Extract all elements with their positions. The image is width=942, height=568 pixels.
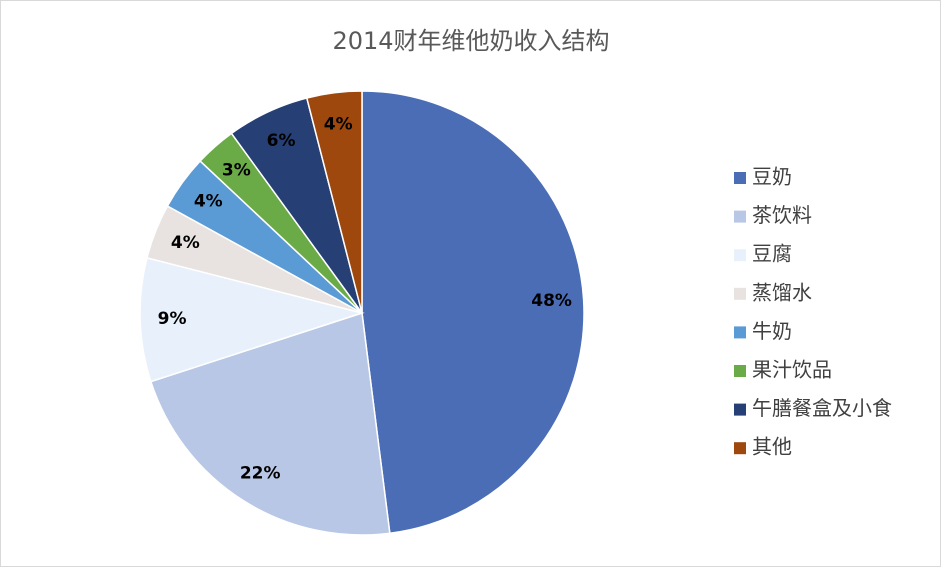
legend-swatch (734, 403, 746, 416)
legend-label: 茶饮料 (752, 203, 812, 227)
data-label: 4% (171, 233, 200, 253)
pie-slice (361, 90, 585, 535)
pie-slice (305, 90, 363, 314)
data-label: 22% (240, 463, 281, 483)
legend-swatch (734, 442, 746, 455)
data-label: 48% (531, 291, 572, 311)
legend-swatch (734, 172, 746, 184)
legend-label: 其他 (752, 435, 792, 459)
data-label: 3% (222, 160, 251, 180)
legend-label: 果汁饮品 (752, 358, 832, 382)
legend-swatch (734, 249, 746, 262)
legend-swatch (734, 326, 746, 339)
legend-swatch (734, 287, 746, 300)
chart-title: 2014财年维他奶收入结构 (332, 27, 609, 55)
legend-label: 牛奶 (752, 319, 792, 343)
legend-label: 豆奶 (752, 165, 792, 189)
legend-swatch (734, 210, 746, 223)
pie-slice (149, 312, 391, 536)
data-label: 4% (194, 191, 223, 211)
data-label: 4% (324, 114, 353, 134)
data-label: 6% (267, 131, 296, 151)
data-label: 9% (158, 309, 187, 329)
legend-label: 豆腐 (752, 242, 792, 266)
legend-label: 午膳餐盒及小食 (752, 396, 892, 420)
pie-slice (139, 256, 365, 383)
legend-swatch (734, 365, 746, 377)
legend-label: 蒸馏水 (752, 280, 812, 304)
